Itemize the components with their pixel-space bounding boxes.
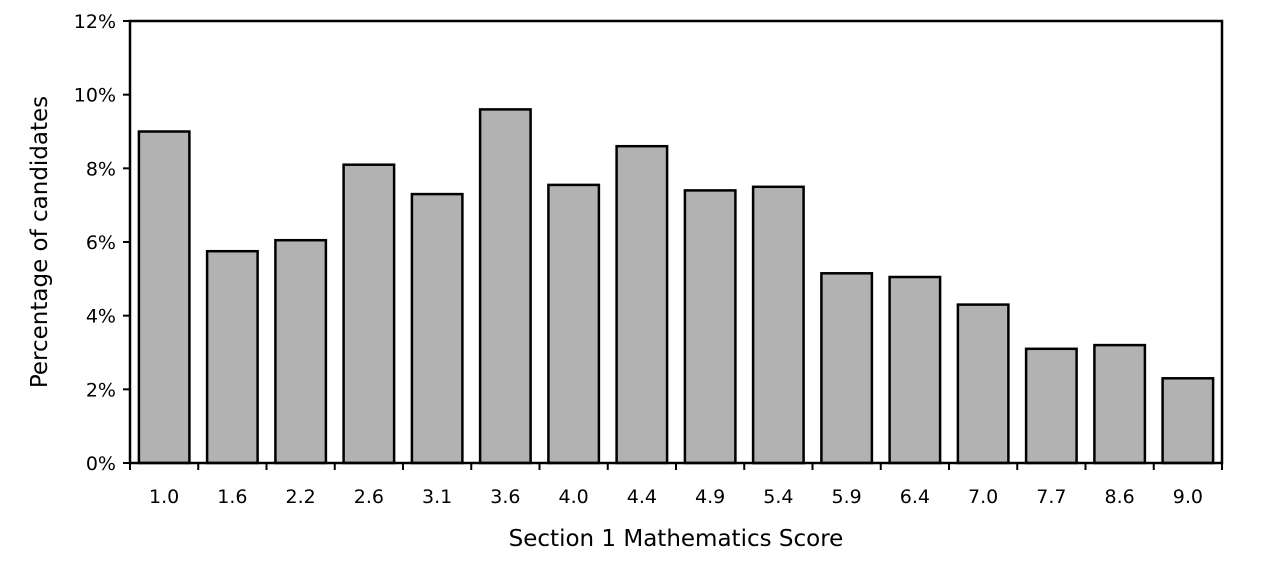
x-axis-ticks: 1.0 1.6 2.2 2.6 3.1 3.6 4.0 4.4 4.9 5.4 5.9 6.4 7.0 7…: [129, 463, 1223, 508]
x-tick-label: 4.9: [695, 486, 725, 508]
y-tick-label: 6%: [86, 232, 116, 254]
x-tick-label: 1.0: [149, 486, 179, 508]
x-tick-label: 5.4: [763, 486, 793, 508]
x-tick-label: 8.6: [1104, 486, 1134, 508]
bar-8.6: [1093, 343, 1147, 465]
bar-4.4: [615, 144, 669, 465]
y-axis-title: Percentage of candidates: [27, 96, 53, 388]
bar-3.6: [478, 108, 532, 465]
bars-group: [137, 108, 1215, 465]
bar-4.9: [683, 189, 737, 465]
x-tick-label: 7.0: [968, 486, 998, 508]
x-tick-label: 4.0: [558, 486, 588, 508]
x-tick-label: 3.6: [490, 486, 520, 508]
y-tick-label: 12%: [74, 11, 116, 33]
bar-5.9: [820, 272, 874, 465]
x-tick-label: 6.4: [900, 486, 930, 508]
y-tick-label: 2%: [86, 379, 116, 401]
y-tick-label: 8%: [86, 158, 116, 180]
bar-2.6: [342, 163, 396, 465]
bar-4.0: [547, 183, 601, 465]
bar-9.0: [1161, 377, 1215, 465]
bar-7.7: [1024, 347, 1078, 465]
bar-1.6: [205, 249, 259, 465]
bar-6.4: [888, 275, 942, 465]
bar-2.2: [274, 238, 328, 465]
x-tick-label: 7.7: [1036, 486, 1066, 508]
x-axis-title: Section 1 Mathematics Score: [509, 526, 844, 552]
x-tick-label: 2.6: [354, 486, 384, 508]
y-axis-ticks: 0% 2% 4% 6% 8% 10% 12%: [74, 11, 130, 475]
y-tick-label: 0%: [86, 453, 116, 475]
bar-1.0: [137, 130, 191, 465]
bar-3.1: [410, 192, 464, 465]
x-tick-label: 9.0: [1173, 486, 1203, 508]
x-tick-label: 5.9: [831, 486, 861, 508]
bar-7.0: [956, 303, 1010, 465]
x-tick-label: 1.6: [217, 486, 247, 508]
y-tick-label: 4%: [86, 306, 116, 328]
x-tick-label: 2.2: [285, 486, 315, 508]
plot-frame: [128, 19, 1224, 465]
y-tick-label: 10%: [74, 85, 116, 107]
bar-5.4: [751, 185, 805, 465]
x-tick-label: 3.1: [422, 486, 452, 508]
x-tick-label: 4.4: [627, 486, 657, 508]
